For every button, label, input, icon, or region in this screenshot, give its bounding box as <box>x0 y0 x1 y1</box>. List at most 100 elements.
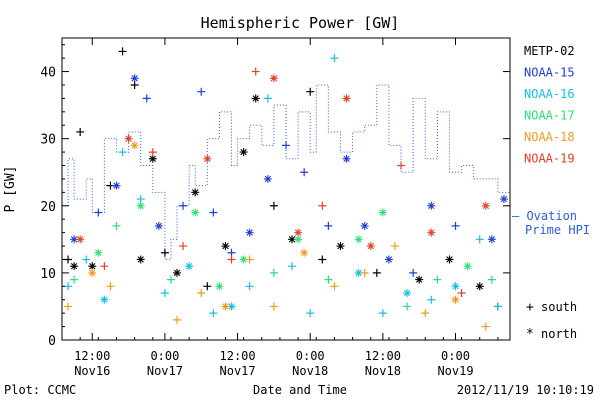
data-point-north-4-6 <box>221 302 230 311</box>
data-point-south-2-19 <box>475 235 484 244</box>
data-point-south-4-8 <box>269 302 278 311</box>
data-point-south-3-14 <box>433 275 442 284</box>
data-point-south-4-0 <box>64 302 73 311</box>
data-point-south-0-6 <box>130 80 139 89</box>
y-tick-label-40: 40 <box>40 66 56 81</box>
data-point-north-5-12 <box>366 242 375 251</box>
data-point-north-2-14 <box>354 268 363 277</box>
legend-ovation-line1: — Ovation <box>512 209 577 223</box>
data-point-south-5-10 <box>318 201 327 210</box>
data-point-south-2-0 <box>64 282 73 291</box>
data-point-south-0-12 <box>203 282 212 291</box>
data-point-north-1-10 <box>245 228 254 237</box>
data-point-north-0-17 <box>288 235 297 244</box>
data-point-south-0-0 <box>64 255 73 264</box>
data-point-north-4-3 <box>130 141 139 150</box>
data-point-south-4-11 <box>360 268 369 277</box>
data-point-south-0-21 <box>372 268 381 277</box>
data-point-north-4-9 <box>300 248 309 257</box>
data-point-north-1-17 <box>384 255 393 264</box>
y-tick-label-20: 20 <box>40 200 56 215</box>
data-point-south-1-8 <box>209 208 218 217</box>
data-point-north-5-14 <box>427 228 436 237</box>
data-point-south-2-5 <box>160 289 169 298</box>
x-tick-label-time-3: 0:00 <box>296 349 325 363</box>
data-point-north-1-3 <box>130 74 139 83</box>
data-point-south-4-15 <box>481 322 490 331</box>
data-point-north-0-24 <box>475 282 484 291</box>
data-point-south-1-12 <box>282 141 290 150</box>
data-point-south-2-17 <box>427 295 436 304</box>
legend-layer: METP-02 NOAA-15 NOAA-16 NOAA-17 NOAA-18 NOAA-… <box>512 44 590 342</box>
data-point-north-0-14 <box>239 148 248 157</box>
x-tick-label-date-0: Nov16 <box>74 364 110 378</box>
legend-noaa-18: NOAA-18 <box>524 130 575 144</box>
data-point-south-0-19 <box>318 255 327 264</box>
data-point-north-0-13 <box>221 242 230 251</box>
x-tick-label-date-5: Nov19 <box>437 364 473 378</box>
legend-noaa-16: NOAA-16 <box>524 87 575 101</box>
legend-metp-02: METP-02 <box>524 44 575 58</box>
data-point-north-1-11 <box>263 174 272 183</box>
data-point-south-5-13 <box>397 161 406 170</box>
data-point-north-3-12 <box>378 208 387 217</box>
data-point-north-3-5 <box>191 208 200 217</box>
x-tick-label-date-2: Nov17 <box>220 364 256 378</box>
axis-layer: 01020304012:00Nov160:00Nov1712:00Nov170:… <box>40 38 510 378</box>
data-point-south-2-13 <box>330 54 339 63</box>
data-point-south-4-13 <box>421 309 430 318</box>
data-point-south-1-18 <box>409 268 418 277</box>
y-tick-label-30: 30 <box>40 133 56 148</box>
data-point-south-1-14 <box>324 221 333 230</box>
data-point-south-1-20 <box>451 221 460 230</box>
data-point-south-4-7 <box>245 255 254 264</box>
data-point-north-1-15 <box>342 154 351 163</box>
data-point-south-1-13 <box>300 168 309 177</box>
data-point-south-3-8 <box>269 268 278 277</box>
data-point-south-3-4 <box>166 275 175 284</box>
data-point-south-1-9 <box>227 248 236 257</box>
data-point-north-2-18 <box>451 282 460 291</box>
data-point-north-3-6 <box>215 282 224 291</box>
data-point-north-5-9 <box>294 228 303 237</box>
data-point-north-4-1 <box>88 268 97 277</box>
data-point-south-2-9 <box>245 282 254 291</box>
data-point-north-0-7 <box>136 255 145 264</box>
data-point-south-3-13 <box>403 302 412 311</box>
ovation-hpi-line <box>62 84 511 260</box>
data-point-south-5-6 <box>227 255 236 264</box>
data-point-north-1-21 <box>487 235 496 244</box>
data-point-south-4-5 <box>197 289 206 298</box>
data-point-north-0-3 <box>88 262 97 271</box>
data-point-north-0-23 <box>445 255 454 264</box>
chart-title: Hemispheric Power [GW] <box>201 14 400 32</box>
data-point-north-5-2 <box>124 134 133 143</box>
x-tick-label-time-5: 0:00 <box>441 349 470 363</box>
x-tick-label-date-3: Nov18 <box>292 364 328 378</box>
data-point-north-0-20 <box>336 242 345 251</box>
legend-ovation-line2: Prime HPI <box>525 223 590 237</box>
data-point-south-2-4 <box>136 195 145 204</box>
data-point-north-3-15 <box>463 262 472 271</box>
data-point-north-0-10 <box>173 268 182 277</box>
data-point-south-3-0 <box>70 275 79 284</box>
legend-noaa-15: NOAA-15 <box>524 66 575 80</box>
data-point-south-2-3 <box>118 148 127 157</box>
data-point-north-2-2 <box>100 295 109 304</box>
data-point-south-4-12 <box>390 242 399 251</box>
x-tick-label-time-0: 12:00 <box>74 349 110 363</box>
data-point-north-1-0 <box>70 235 79 244</box>
data-point-north-0-1 <box>70 262 79 271</box>
data-point-south-0-2 <box>76 127 85 136</box>
data-point-south-1-1 <box>94 208 103 217</box>
data-point-north-2-8 <box>227 302 236 311</box>
data-point-north-2-16 <box>403 289 412 298</box>
data-point-south-2-11 <box>288 262 297 271</box>
data-point-south-2-1 <box>82 255 91 264</box>
legend-noaa-19: NOAA-19 <box>524 152 575 166</box>
plot-layer <box>62 47 511 331</box>
x-tick-label-date-4: Nov18 <box>365 364 401 378</box>
data-point-south-5-4 <box>179 242 188 251</box>
